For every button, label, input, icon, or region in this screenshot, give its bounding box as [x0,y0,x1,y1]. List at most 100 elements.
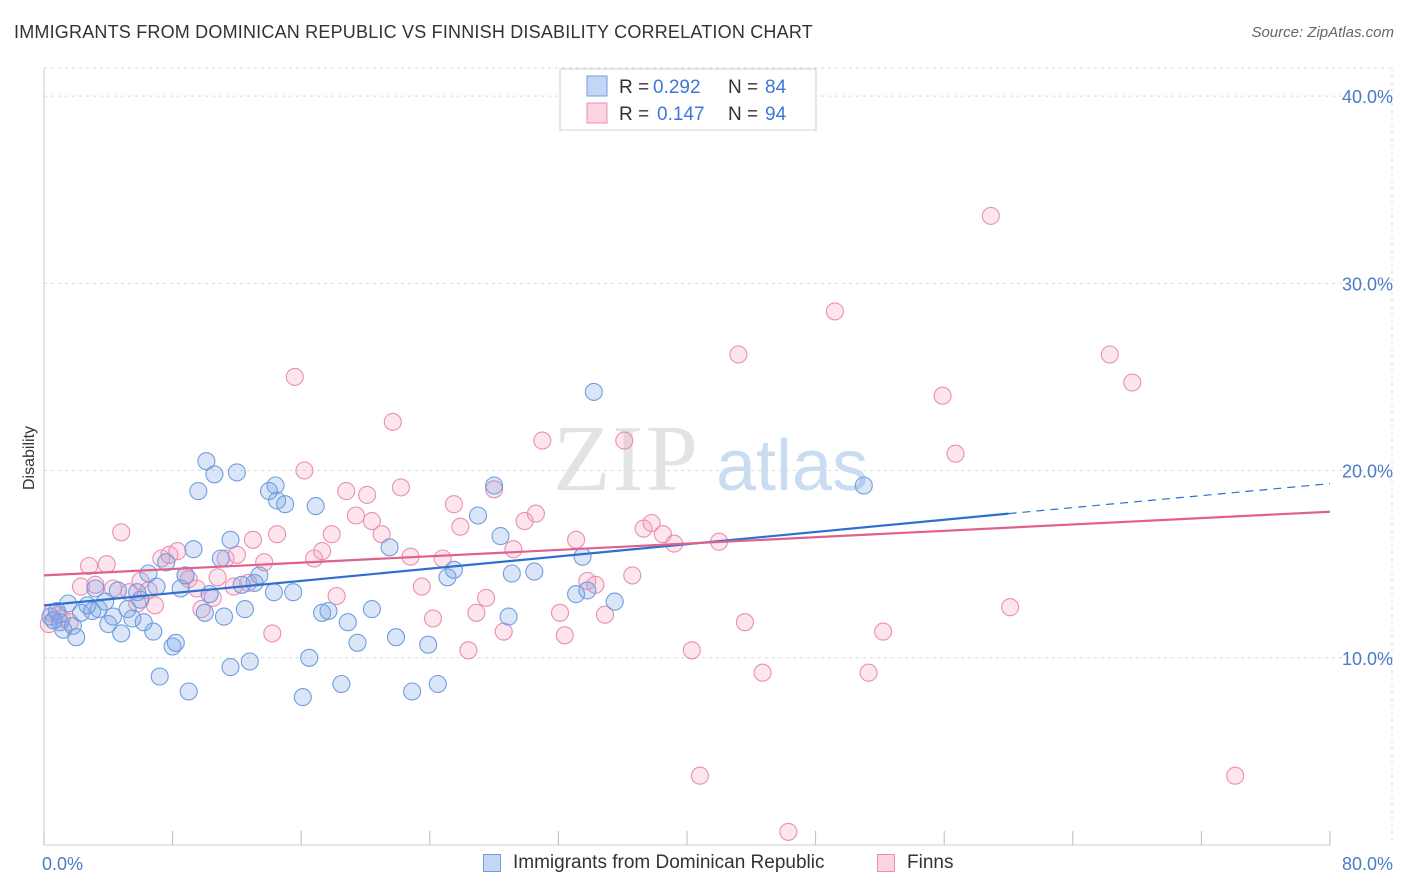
finns-point[interactable] [981,206,1000,225]
dominican-point[interactable] [211,549,230,568]
dominican-point[interactable] [63,616,82,635]
finns-point[interactable] [79,556,99,576]
finns-point[interactable] [485,480,504,499]
finns-point[interactable] [358,485,377,504]
dominican-point[interactable] [578,581,597,600]
dominican-point[interactable] [104,607,123,626]
finns-point[interactable] [467,603,486,622]
finns-point[interactable] [295,461,314,480]
dominican-point[interactable] [300,648,319,667]
finns-point[interactable] [208,568,227,587]
finns-point[interactable] [933,386,952,405]
dominican-point[interactable] [264,583,283,602]
legend-item-dominican[interactable]: Immigrants from Dominican Republic [483,852,825,874]
finns-point[interactable] [1001,598,1020,617]
finns-point[interactable] [322,525,341,544]
finns-point[interactable] [71,577,91,596]
dominican-point[interactable] [221,530,240,549]
finns-point[interactable] [383,412,402,431]
dominican-point[interactable] [419,635,438,654]
dominican-point[interactable] [134,613,153,632]
dominican-point[interactable] [131,590,150,609]
finns-point[interactable] [555,626,574,645]
dominican-point[interactable] [71,603,91,622]
dominican-point[interactable] [214,607,234,626]
finns-point[interactable] [412,577,431,596]
dominican-point[interactable] [221,658,240,677]
dominican-point[interactable] [240,652,259,671]
dominican-point[interactable] [854,476,873,495]
dominican-point[interactable] [332,674,351,694]
finns-point[interactable] [494,622,513,641]
dominican-point[interactable] [502,564,521,583]
dominican-point[interactable] [386,628,406,647]
dominican-point[interactable] [485,476,504,495]
dominican-point[interactable] [313,603,332,622]
finns-point[interactable] [946,444,965,463]
dominican-point[interactable] [166,633,185,652]
dominican-point[interactable] [157,553,176,572]
dominican-point[interactable] [108,581,127,600]
dominican-point[interactable] [147,577,166,596]
dominican-point[interactable] [276,495,295,514]
finns-point[interactable] [874,622,893,641]
dominican-point[interactable] [67,628,86,647]
dominican-point[interactable] [189,482,208,501]
dominican-point[interactable] [123,609,142,628]
dominican-point[interactable] [197,452,216,471]
dominican-point[interactable] [235,600,254,619]
dominican-point[interactable] [44,611,63,630]
finns-point[interactable] [477,588,496,607]
dominican-point[interactable] [250,566,269,585]
dominican-point[interactable] [150,667,169,686]
finns-point[interactable] [313,542,332,561]
finns-point[interactable] [735,613,754,632]
finns-point[interactable] [859,663,878,682]
dominican-point[interactable] [118,600,137,619]
dominican-point[interactable] [491,527,510,546]
finns-point[interactable] [459,641,478,660]
dominican-point[interactable] [205,465,224,484]
finns-point[interactable] [550,603,570,622]
dominican-point[interactable] [284,583,303,602]
finns-point[interactable] [227,545,246,564]
finns-point[interactable] [263,624,282,643]
finns-point[interactable] [391,478,410,497]
dominican-point[interactable] [86,579,105,598]
dominican-point[interactable] [47,601,66,621]
finns-point[interactable] [779,822,798,841]
dominican-point[interactable] [444,560,463,579]
finns-point[interactable] [451,517,470,536]
dominican-point[interactable] [266,476,285,495]
finns-point[interactable] [285,367,304,386]
dominican-point[interactable] [195,603,214,622]
dominican-point[interactable] [438,568,457,587]
dominican-point[interactable] [380,538,399,557]
finns-point[interactable] [1123,373,1142,392]
dominican-point[interactable] [605,592,624,611]
finns-point[interactable] [526,504,545,523]
finns-point[interactable] [327,586,346,606]
dominican-point[interactable] [306,497,325,516]
dominican-point[interactable] [96,592,115,611]
dominican-point[interactable] [319,601,338,621]
dominican-point[interactable] [573,547,592,566]
finns-point[interactable] [243,530,263,549]
finns-point[interactable] [615,431,634,450]
finns-point[interactable] [268,525,287,544]
finns-point[interactable] [690,766,709,785]
dominican-point[interactable] [468,506,488,525]
finns-point[interactable] [825,302,844,321]
dominican-point[interactable] [499,607,518,626]
finns-point[interactable] [362,512,381,531]
finns-point[interactable] [623,566,642,585]
finns-point[interactable] [567,530,586,549]
dominican-point[interactable] [293,688,312,707]
finns-point[interactable] [337,482,356,501]
dominican-point[interactable] [338,613,357,632]
finns-point[interactable] [753,663,772,682]
dominican-point[interactable] [362,600,381,619]
finns-point[interactable] [97,555,116,574]
finns-point[interactable] [1100,345,1119,364]
finns-point[interactable] [533,431,552,450]
